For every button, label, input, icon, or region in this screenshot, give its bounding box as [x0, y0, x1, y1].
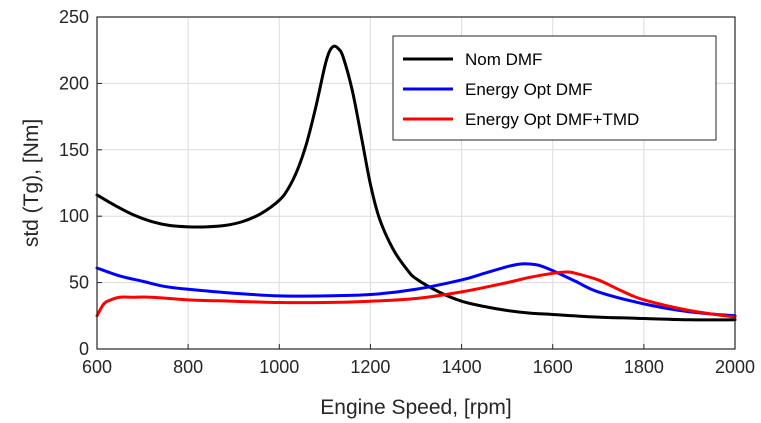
x-axis-ticks: 600 800 1000 1200 1400 1600 1800 2000	[82, 344, 755, 377]
y-tick-label: 250	[59, 7, 89, 27]
legend: Nom DMF Energy Opt DMF Energy Opt DMF+TMD	[392, 35, 717, 141]
x-tick-label: 1600	[533, 357, 573, 377]
y-tick-label: 0	[79, 339, 89, 359]
y-tick-label: 50	[69, 273, 89, 293]
x-tick-label: 600	[82, 357, 112, 377]
series-line-energy-opt-dmf	[95, 262, 737, 318]
plot-frame	[96, 16, 736, 350]
x-tick-label: 2000	[715, 357, 755, 377]
legend-label-nom-dmf: Nom DMF	[465, 50, 542, 69]
legend-label-energy-opt-dmf: Energy Opt DMF	[465, 80, 593, 99]
x-tick-label: 1400	[442, 357, 482, 377]
series-line-energy-opt-dmf-tmd	[95, 270, 737, 319]
y-axis-label: std (Tg), [Nm]	[20, 119, 43, 247]
x-tick-label: 1200	[350, 357, 390, 377]
y-tick-label: 150	[59, 140, 89, 160]
x-axis-label: Engine Speed, [rpm]	[320, 396, 511, 419]
y-tick-label: 200	[59, 73, 89, 93]
x-tick-label: 1000	[259, 357, 299, 377]
y-axis-ticks: 0 50 100 150 200 250	[59, 7, 102, 359]
y-tick-label: 100	[59, 206, 89, 226]
x-tick-label: 800	[173, 357, 203, 377]
series-line-nom-dmf	[95, 44, 737, 322]
legend-label-energy-opt-dmf-tmd: Energy Opt DMF+TMD	[465, 110, 639, 129]
x-tick-label: 1800	[624, 357, 664, 377]
series-lines	[95, 44, 737, 322]
